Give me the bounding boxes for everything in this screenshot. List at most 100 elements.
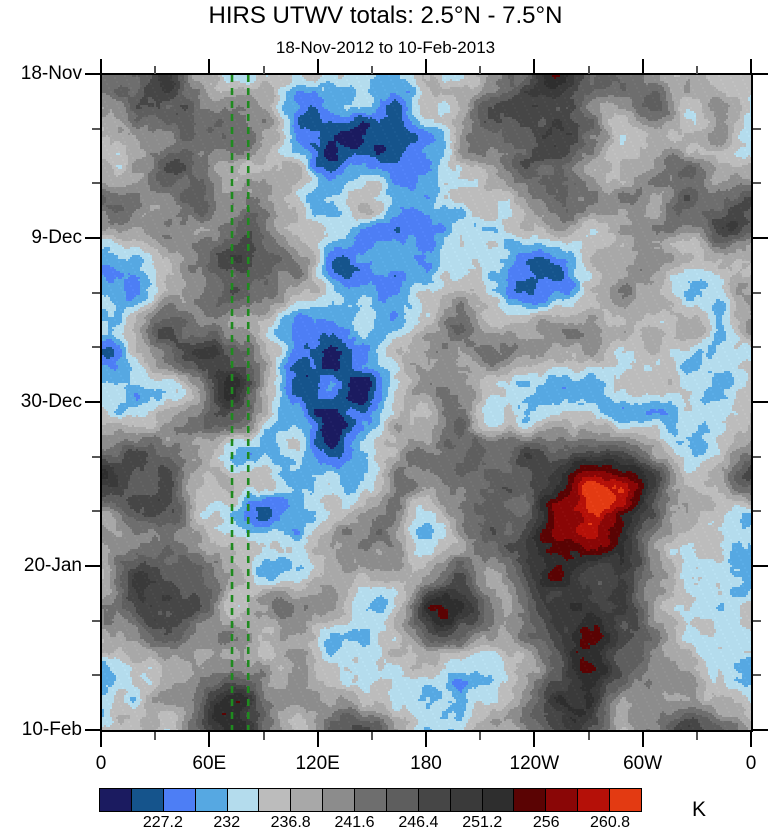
colorbar-label-232: 232 xyxy=(213,814,241,831)
colorbar-swatch-15 xyxy=(578,789,610,811)
colorbar-swatch-3 xyxy=(195,789,228,811)
y-tick-minor xyxy=(92,291,100,294)
colorbar-label-241.6: 241.6 xyxy=(334,814,375,831)
colorbar-swatch-12 xyxy=(482,789,515,811)
y-tick-minor xyxy=(92,510,100,513)
colorbar-label-260.8: 260.8 xyxy=(590,814,631,831)
x-tick-minor-330 xyxy=(695,732,698,740)
y-tick-major-18-nov xyxy=(753,73,768,75)
y-tick-label-30-dec: 30-Dec xyxy=(20,391,82,412)
colorbar-swatch-10 xyxy=(418,789,451,811)
colorbar-swatch-6 xyxy=(291,789,324,811)
y-tick-minor xyxy=(92,455,100,458)
x-tick-label-0: 0 xyxy=(95,753,107,774)
y-tick-major-30-dec xyxy=(753,401,768,403)
y-tick-minor xyxy=(753,346,761,349)
x-tick-major-240 xyxy=(533,59,536,74)
y-tick-label-10-feb: 10-Feb xyxy=(21,719,82,740)
colorbar-swatch-1 xyxy=(131,789,164,811)
colorbar-swatch-8 xyxy=(355,789,387,811)
x-tick-major-0 xyxy=(100,59,102,74)
x-tick-minor-150 xyxy=(370,66,373,74)
axis-spine-right xyxy=(751,73,753,732)
x-tick-major-180 xyxy=(425,732,427,747)
y-tick-major-30-dec xyxy=(85,401,100,403)
y-tick-minor xyxy=(92,619,100,622)
figure-title: HIRS UTWV totals: 2.5°N - 7.5°N xyxy=(208,2,563,29)
x-tick-label-240: 120W xyxy=(509,753,560,774)
colorbar-swatch-9 xyxy=(386,789,419,811)
x-tick-minor-30 xyxy=(154,732,157,740)
y-tick-minor xyxy=(753,674,761,677)
x-tick-minor-90 xyxy=(262,732,265,740)
y-tick-minor xyxy=(92,182,100,185)
x-tick-minor-270 xyxy=(587,732,590,740)
x-tick-minor-210 xyxy=(479,66,482,74)
y-tick-minor xyxy=(753,510,761,513)
heatmap-field xyxy=(102,75,752,731)
colorbar-container xyxy=(99,788,642,812)
colorbar-unit-label: K xyxy=(692,798,707,821)
x-tick-minor-210 xyxy=(479,732,482,740)
x-tick-label-60: 60E xyxy=(192,753,227,774)
x-tick-label-360: 0 xyxy=(745,753,757,774)
x-tick-major-120 xyxy=(316,59,319,74)
x-tick-minor-270 xyxy=(587,66,590,74)
colorbar-swatch-7 xyxy=(323,789,355,811)
colorbar-label-246.4: 246.4 xyxy=(398,814,439,831)
colorbar-label-236.8: 236.8 xyxy=(270,814,311,831)
y-tick-major-10-feb xyxy=(85,729,100,731)
y-tick-minor xyxy=(753,127,761,130)
colorbar-label-251.2: 251.2 xyxy=(462,814,503,831)
axis-spine-left xyxy=(100,73,102,732)
x-tick-major-0 xyxy=(100,732,102,747)
x-tick-major-60 xyxy=(208,59,211,74)
x-tick-major-240 xyxy=(533,732,536,747)
y-tick-minor xyxy=(753,182,761,185)
y-tick-minor xyxy=(92,346,100,349)
colorbar-swatch-16 xyxy=(610,789,641,811)
x-tick-label-120: 120E xyxy=(295,753,340,774)
x-tick-label-180: 180 xyxy=(410,753,442,774)
y-tick-label-9-dec: 9-Dec xyxy=(31,227,82,248)
y-tick-major-10-feb xyxy=(753,729,768,731)
y-tick-minor xyxy=(753,455,761,458)
axis-spine-bottom xyxy=(100,730,753,732)
colorbar-label-256: 256 xyxy=(532,814,560,831)
y-tick-major-9-dec xyxy=(753,237,768,239)
y-tick-minor xyxy=(753,291,761,294)
colorbar-swatch-2 xyxy=(163,789,196,811)
colorbar-swatch-4 xyxy=(227,789,260,811)
x-tick-major-120 xyxy=(316,732,319,747)
colorbar-swatch-5 xyxy=(259,789,292,811)
x-tick-major-300 xyxy=(641,59,644,74)
colorbar xyxy=(99,788,642,812)
colorbar-swatch-11 xyxy=(450,789,483,811)
y-tick-major-9-dec xyxy=(85,237,100,239)
colorbar-swatch-0 xyxy=(100,789,132,811)
x-tick-major-60 xyxy=(208,732,211,747)
figure-subtitle: 18-Nov-2012 to 10-Feb-2013 xyxy=(275,38,496,57)
x-tick-major-180 xyxy=(425,59,427,74)
y-tick-major-20-jan xyxy=(85,565,100,567)
colorbar-swatch-14 xyxy=(546,789,579,811)
x-tick-major-360 xyxy=(750,59,752,74)
x-tick-label-300: 60W xyxy=(623,753,663,774)
y-tick-label-20-jan: 20-Jan xyxy=(23,555,82,576)
y-tick-minor xyxy=(92,127,100,130)
y-tick-minor xyxy=(753,619,761,622)
axis-spine-top xyxy=(100,73,753,75)
y-tick-major-20-jan xyxy=(753,565,768,567)
y-tick-label-18-nov: 18-Nov xyxy=(20,63,82,84)
x-tick-minor-90 xyxy=(262,66,265,74)
colorbar-swatch-13 xyxy=(514,789,547,811)
x-tick-minor-30 xyxy=(154,66,157,74)
x-tick-major-300 xyxy=(641,732,644,747)
x-tick-major-360 xyxy=(750,732,752,747)
y-tick-minor xyxy=(92,674,100,677)
colorbar-label-227.2: 227.2 xyxy=(142,814,183,831)
x-tick-minor-150 xyxy=(370,732,373,740)
y-tick-major-18-nov xyxy=(85,73,100,75)
plot-area xyxy=(101,74,753,732)
